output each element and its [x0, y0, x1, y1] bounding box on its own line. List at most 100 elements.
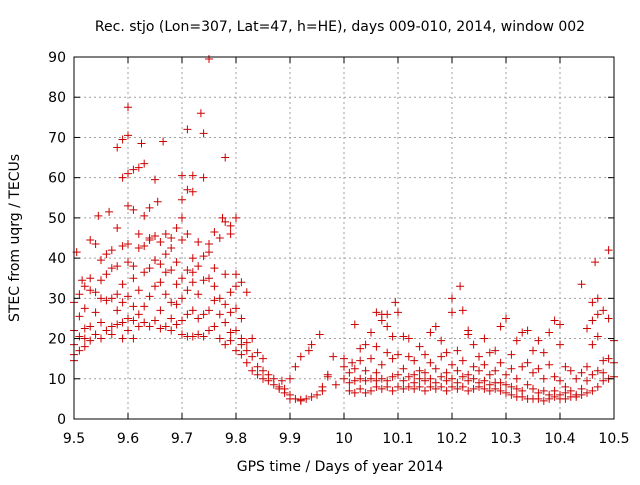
y-axis-label: STEC from uqrg / TECUs [7, 154, 23, 322]
data-point [183, 229, 192, 238]
data-point [502, 380, 510, 389]
data-point [426, 382, 435, 391]
data-point [226, 328, 235, 337]
data-point [151, 282, 159, 291]
data-point [151, 231, 159, 240]
data-point [269, 374, 278, 383]
data-point [307, 340, 316, 349]
data-point [367, 354, 375, 363]
data-point [410, 370, 419, 379]
data-point [221, 300, 230, 309]
data-point [210, 227, 219, 236]
data-point [194, 262, 203, 271]
data-point [210, 296, 219, 305]
data-point [145, 264, 154, 273]
data-point [350, 364, 359, 373]
data-point [129, 334, 138, 343]
data-point [107, 322, 116, 331]
data-point [232, 270, 240, 279]
data-point [151, 316, 159, 325]
data-point [124, 240, 132, 249]
data-point [242, 346, 251, 355]
data-point [94, 211, 103, 220]
data-point [80, 334, 89, 343]
data-point [350, 320, 359, 329]
data-point [86, 236, 95, 245]
data-point [583, 376, 591, 385]
data-point [475, 378, 483, 387]
data-point [221, 340, 230, 349]
data-point [485, 370, 494, 379]
data-point [534, 364, 543, 373]
data-point [502, 370, 510, 379]
data-point [167, 298, 176, 307]
data-point [458, 372, 467, 381]
data-point [372, 308, 381, 317]
data-point [178, 274, 186, 283]
data-point [518, 362, 527, 371]
data-point [512, 384, 521, 393]
data-point [437, 336, 446, 345]
data-point [205, 274, 213, 283]
data-point [156, 260, 165, 269]
data-point [134, 229, 143, 238]
x-tick-label: 9.7 [171, 431, 193, 447]
data-point [178, 213, 186, 222]
data-point [340, 354, 348, 363]
data-point [456, 282, 465, 291]
data-point [140, 159, 149, 168]
data-point [453, 346, 462, 355]
data-point [161, 322, 170, 331]
data-point [442, 386, 451, 395]
data-point [437, 372, 446, 381]
data-point [464, 370, 473, 379]
data-point [178, 316, 186, 325]
x-tick-label: 10.3 [490, 431, 521, 447]
data-point [129, 302, 138, 311]
data-point [377, 360, 386, 369]
data-point [86, 322, 95, 331]
data-point [485, 380, 494, 389]
data-point [539, 374, 548, 383]
data-point [232, 326, 240, 335]
data-point [577, 384, 586, 393]
data-point [153, 197, 162, 206]
data-point [367, 328, 375, 337]
data-point [124, 169, 132, 178]
data-point [442, 348, 451, 357]
data-point [113, 143, 122, 152]
data-point [302, 394, 311, 403]
data-point [124, 314, 132, 323]
y-tick-label: 40 [48, 251, 66, 267]
data-point [199, 310, 208, 319]
data-point [410, 378, 419, 387]
data-point [588, 386, 597, 395]
data-point [188, 268, 197, 277]
data-point [556, 320, 564, 329]
data-point [372, 342, 381, 351]
data-point [178, 236, 186, 245]
data-point [399, 384, 408, 393]
data-point [124, 326, 132, 335]
chart-title: Rec. stjo (Lon=307, Lat=47, h=HE), days … [95, 19, 585, 35]
data-point [226, 221, 235, 230]
data-point [421, 376, 429, 385]
y-tick-label: 50 [48, 211, 66, 227]
data-point [377, 384, 386, 393]
data-point [507, 350, 516, 359]
data-point [172, 258, 181, 267]
y-tick-label: 60 [48, 171, 66, 187]
data-point [91, 288, 100, 297]
data-point [151, 175, 159, 184]
data-point [340, 362, 348, 371]
data-point [151, 256, 159, 265]
data-point [124, 201, 132, 210]
data-point [426, 328, 435, 337]
data-point [215, 334, 224, 343]
data-point [161, 250, 170, 259]
data-point [453, 366, 462, 375]
data-point [118, 280, 127, 289]
data-point [448, 308, 456, 317]
data-point [431, 364, 440, 373]
data-point [523, 326, 532, 335]
